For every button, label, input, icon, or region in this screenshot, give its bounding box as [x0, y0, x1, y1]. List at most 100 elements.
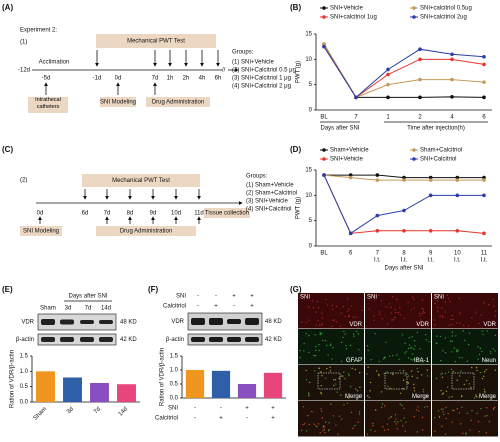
cell	[482, 333, 484, 336]
cell	[319, 332, 321, 334]
cell	[485, 368, 487, 371]
cell	[340, 312, 343, 314]
cell	[302, 406, 305, 408]
cell	[455, 335, 457, 337]
cell	[444, 337, 447, 339]
cell	[424, 334, 427, 336]
y-tick-label: 0	[309, 108, 313, 114]
cell	[357, 333, 360, 335]
cell	[324, 340, 327, 342]
tick: -12d	[18, 68, 30, 74]
x-row-label: SNI	[168, 406, 178, 412]
cell	[330, 343, 332, 345]
cell	[353, 335, 355, 337]
cell	[350, 411, 353, 414]
cell	[410, 309, 412, 311]
cell	[308, 306, 310, 308]
panel-letter: (E)	[2, 285, 13, 294]
sign: -	[215, 294, 217, 300]
cell	[495, 310, 497, 313]
cell	[357, 421, 359, 423]
cell	[390, 312, 392, 314]
cell	[369, 381, 372, 384]
x-tick-label: 7d	[93, 406, 102, 415]
cell	[411, 336, 413, 338]
lane: 3d	[65, 306, 72, 312]
cell	[434, 302, 436, 305]
cell	[447, 371, 450, 373]
cell	[468, 332, 471, 334]
x-sign: -	[246, 416, 248, 422]
cell	[421, 416, 424, 419]
marker	[428, 193, 433, 198]
cell	[303, 423, 306, 425]
y-tick-label: 0.5	[170, 382, 179, 388]
cell	[319, 333, 322, 335]
cell	[404, 374, 406, 376]
inset-frame	[384, 372, 408, 390]
cell	[448, 324, 451, 326]
tick: 7d	[104, 211, 111, 217]
cell	[416, 377, 418, 379]
cell	[318, 367, 320, 370]
cell	[317, 423, 320, 425]
cell	[394, 421, 396, 423]
cell	[436, 335, 438, 337]
cell	[308, 395, 310, 397]
cell	[372, 424, 374, 427]
cell	[462, 432, 464, 434]
cell	[412, 353, 414, 355]
x-sign: +	[271, 406, 275, 412]
micrograph	[298, 401, 364, 437]
cell	[402, 369, 405, 372]
box	[28, 97, 68, 113]
cell	[446, 294, 449, 297]
cell	[321, 323, 324, 325]
size: 48 KD	[120, 320, 137, 326]
cell	[314, 354, 317, 357]
box	[204, 208, 250, 218]
cell	[470, 387, 472, 389]
cell	[438, 416, 441, 419]
cell	[451, 323, 453, 326]
cell	[404, 342, 406, 345]
cell	[492, 347, 494, 350]
cell	[440, 389, 442, 392]
cell	[494, 350, 496, 352]
cell	[313, 354, 315, 357]
cell	[340, 360, 343, 362]
marker	[455, 229, 460, 233]
cell	[479, 371, 482, 374]
cell	[459, 312, 461, 314]
cell	[413, 340, 416, 342]
cell	[366, 345, 369, 347]
label: Mechanical PWT Test	[112, 178, 170, 184]
cell	[400, 314, 402, 316]
x-tick-label: 14d	[118, 406, 129, 417]
x-group-label: Time after injection(h)	[407, 126, 465, 132]
bar	[36, 371, 55, 402]
cell	[480, 407, 482, 410]
cell	[346, 298, 349, 300]
cell	[348, 315, 350, 317]
cell	[444, 351, 447, 354]
cell	[388, 303, 391, 305]
cell	[320, 391, 322, 394]
panel-letters: (A) (B) (C) (D) (E) (F) (G)	[2, 3, 302, 294]
cell	[447, 298, 450, 300]
cell	[312, 307, 314, 309]
y-tick-label: 0.0	[170, 396, 179, 402]
cell	[356, 389, 359, 392]
tick: 8d	[127, 211, 134, 217]
micrograph	[432, 293, 498, 329]
cell	[444, 433, 447, 435]
cell	[480, 314, 482, 316]
cell	[421, 299, 424, 301]
marker	[418, 77, 422, 82]
cell	[457, 349, 460, 352]
legend-label: SNI+calcitriol 0.5ug	[420, 6, 472, 12]
cell	[478, 322, 480, 325]
cell	[436, 310, 439, 312]
cell	[338, 377, 340, 380]
cell	[454, 360, 457, 363]
